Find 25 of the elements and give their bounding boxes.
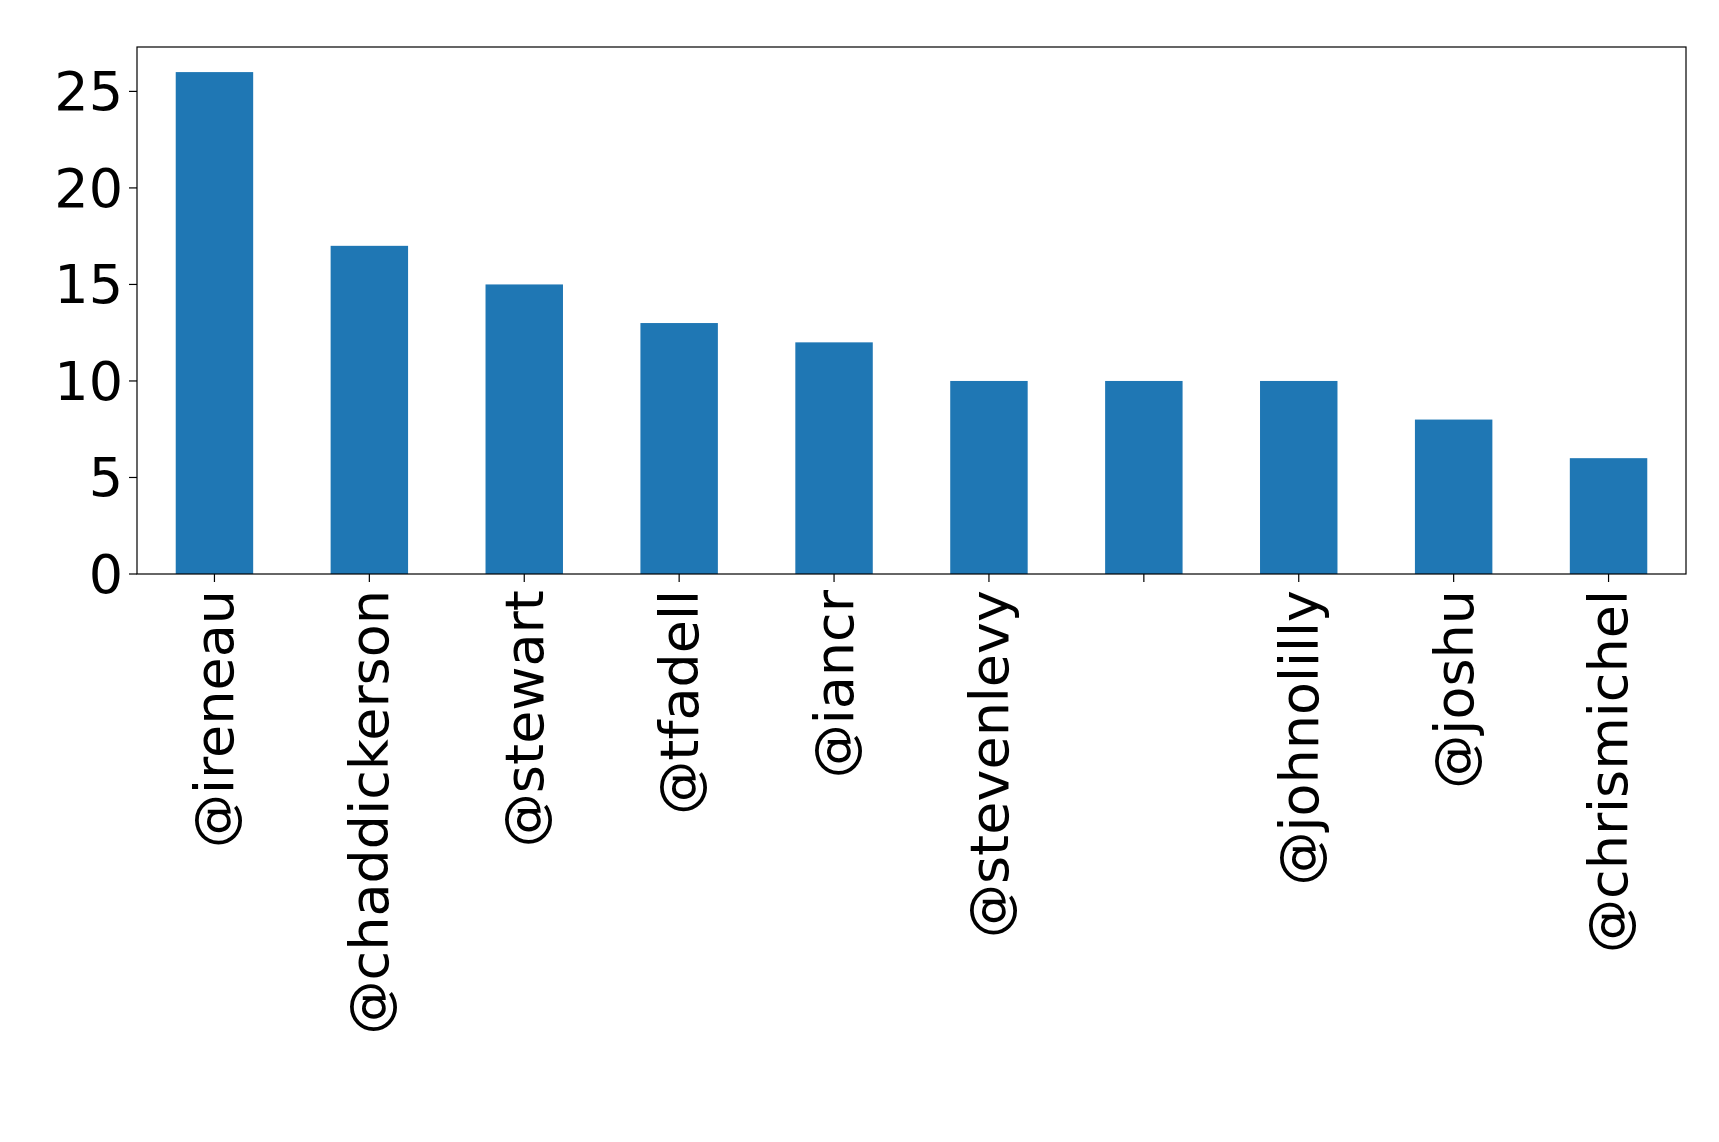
x-tick-label: @johnolilly [1267,590,1331,886]
x-tick-label: @stevenlevy [957,590,1021,939]
x-tick-label: @ireneau [183,590,247,849]
bar [175,72,254,574]
y-tick-label: 5 [88,446,123,510]
bar [950,380,1028,574]
bar [1569,458,1648,574]
x-tick-label: @joshu [1422,590,1486,789]
y-tick-label: 25 [54,60,123,124]
y-tick-label: 0 [88,542,123,606]
y-tick-label: 10 [54,349,123,413]
bar [485,284,563,574]
bar [1414,419,1493,574]
y-tick-label: 20 [54,156,123,220]
x-tick-label: @iancr [802,589,866,779]
y-tick-label: 15 [54,253,123,317]
x-tick-label: @chrismichel [1577,590,1641,953]
bar [795,342,873,574]
x-tick-label: @chaddickerson [338,590,402,1035]
x-tick-label: @tfadell [648,590,712,815]
bar [1105,380,1183,574]
x-tick-label: @stewart [493,590,557,848]
bar [1260,380,1338,574]
bar [330,245,409,574]
bar [640,323,718,574]
